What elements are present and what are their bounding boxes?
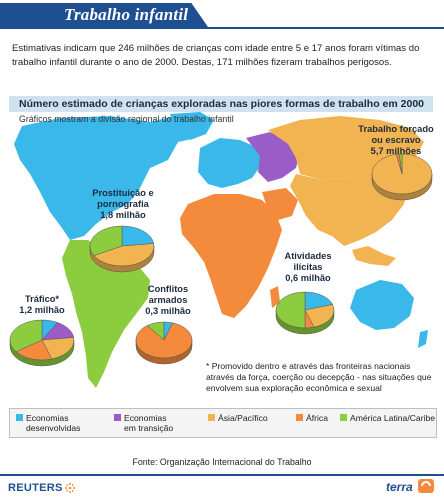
chart-subtitle: Gráficos mostram a divisão regional do t… [19, 114, 234, 124]
pie-label-value: 1,8 milhão [100, 210, 146, 220]
footer-rule [0, 474, 444, 476]
pie-label-value: 1,2 milhão [19, 305, 65, 315]
region-southeast-asia [352, 246, 396, 266]
legend-item-latin-america: América Latina/Caribe [340, 413, 436, 423]
legend: Economias desenvolvidas Economias em tra… [9, 408, 437, 438]
pie-trabalho-forcado-slice-america_latina_caribe [398, 153, 403, 175]
pie-label-value: 5,7 milhões [370, 146, 422, 156]
pie-atividades-ilicitas-slice-economias_desenvolvidas [304, 291, 333, 311]
pie-label-line: pornografia [97, 199, 149, 209]
pie-label-line: Tráfico* [24, 294, 60, 304]
header-bar [0, 3, 208, 27]
legend-swatch [16, 414, 23, 421]
pie-label-line: Conflitos [147, 284, 189, 294]
region-madagascar [270, 286, 280, 308]
pie-trabalho-forcado [371, 153, 433, 201]
pie-label-line: armados [148, 295, 188, 305]
reuters-logo-mark-icon [65, 483, 75, 493]
pie-label-line: ilícitas [293, 262, 323, 272]
region-australia [350, 280, 414, 330]
pie-prostituicao-slice-economias_desenvolvidas [121, 225, 155, 247]
pie-atividades-ilicitas [275, 291, 335, 335]
pie-conflitos-armados-slice-africa [135, 322, 193, 359]
terra-logo-mark-icon [418, 479, 434, 493]
legend-label: Ásia/Pacífico [218, 413, 268, 423]
pie-label-prostituicao: Prostituição e pornografia 1,8 milhão [78, 188, 168, 221]
pie-charts [9, 153, 433, 367]
region-north-america [14, 116, 200, 240]
source-credit: Fonte: Organização Internacional do Trab… [132, 457, 312, 467]
legend-swatch [340, 414, 347, 421]
pie-conflitos-armados-slice-america_latina_caribe [147, 321, 165, 341]
pie-prostituicao [89, 225, 155, 273]
legend-label: desenvolvidas [26, 423, 81, 433]
header: Trabalho infantil [0, 0, 444, 30]
region-new-zealand [418, 330, 428, 348]
pie-atividades-ilicitas-slice-asia_pacifico [304, 304, 335, 328]
pie-atividades-ilicitas-slice-america_latina_caribe [275, 291, 306, 329]
region-transition [246, 132, 300, 182]
page-title: Trabalho infantil [64, 5, 189, 24]
footnote: * Promovido dentro e através das frontei… [206, 361, 432, 393]
intro-text: Estimativas indicam que 246 milhões de c… [12, 43, 420, 68]
pie-label-conflitos: Conflitos armados 0,3 milhão [128, 284, 208, 317]
pie-trafico-slice-america_latina_caribe [9, 319, 43, 353]
reuters-logo: REUTERS [8, 482, 63, 494]
pie-prostituicao-slice-america_latina_caribe [89, 225, 123, 256]
pie-prostituicao-slice-asia_pacifico [93, 243, 155, 267]
legend-label: América Latina/Caribe [350, 413, 436, 423]
legend-item-asia: Ásia/Pacífico [208, 413, 288, 423]
pie-label-line: ou escravo [371, 135, 421, 145]
region-greenland [170, 112, 214, 140]
pie-label-trafico: Tráfico* 1,2 milhão [4, 294, 80, 316]
legend-label: Economias [124, 413, 167, 423]
pie-label-line: Trabalho forçado [358, 124, 434, 134]
legend-swatch [208, 414, 215, 421]
footer: REUTERS terra [0, 474, 444, 498]
pie-trafico [9, 319, 75, 367]
pie-trafico-slice-asia_pacifico [41, 337, 75, 360]
region-europe [198, 138, 262, 188]
pie-trafico-slice-africa [15, 339, 53, 361]
region-latin-america [62, 240, 150, 388]
legend-item-developed: Economias desenvolvidas [16, 413, 96, 433]
region-africa [180, 194, 282, 318]
legend-swatch [296, 414, 303, 421]
legend-label: Economias [26, 413, 69, 423]
legend-item-africa: África [296, 413, 346, 423]
legend-item-transition: Economias em transição [114, 413, 194, 433]
pie-label-value: 0,6 milhão [285, 273, 331, 283]
legend-swatch [114, 414, 121, 421]
world-map [9, 112, 433, 388]
pie-label-line: Prostituição e [92, 188, 154, 198]
header-rule [0, 27, 444, 29]
chart-title: Número estimado de crianças exploradas n… [9, 96, 433, 112]
legend-label: em transição [124, 423, 174, 433]
legend-label: África [306, 413, 328, 423]
pie-label-trabalho-forcado: Trabalho forçado ou escravo 5,7 milhões [352, 124, 440, 157]
pie-label-atividades: Atividades ilícitas 0,6 milhão [268, 251, 348, 284]
pie-label-line: Atividades [284, 251, 332, 261]
pie-conflitos-armados [135, 321, 193, 365]
terra-logo: terra [386, 480, 413, 494]
region-middle-east [262, 188, 298, 220]
pie-label-value: 0,3 milhão [145, 306, 191, 316]
